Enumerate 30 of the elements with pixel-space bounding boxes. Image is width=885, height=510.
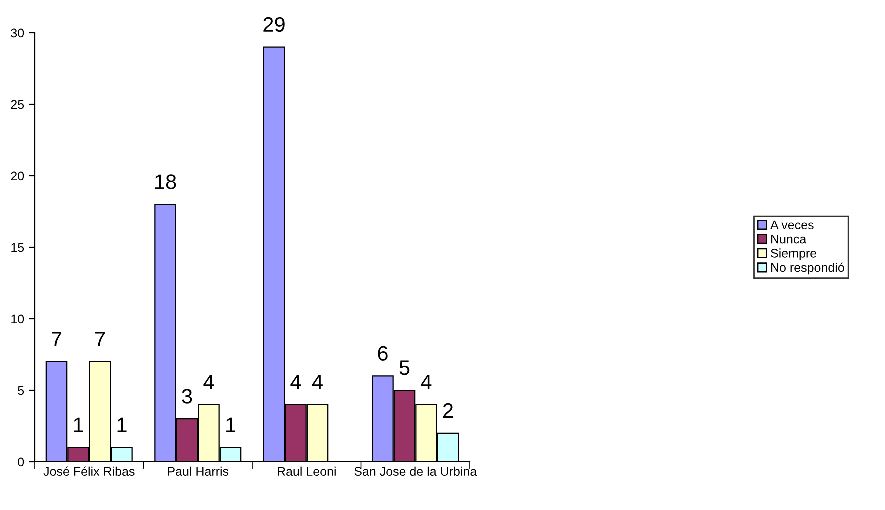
legend-label: No respondió [772,262,844,275]
x-tick-label: Paul Harris [168,466,229,476]
data-label: 7 [52,332,62,346]
y-tick-label: 25 [11,100,24,110]
data-label: 1 [226,418,236,432]
y-tick-label: 30 [11,28,24,38]
legend-label: Nunca [772,234,807,244]
data-label: 1 [118,418,127,432]
data-label: 6 [378,346,388,361]
data-label: 1 [74,418,84,432]
y-tick-label: 0 [18,458,24,467]
data-label: 4 [312,375,323,390]
legend-label: Siempre [771,248,816,260]
data-label: 4 [204,375,214,390]
y-tick-label: 15 [12,243,24,252]
data-label: 4 [421,375,432,390]
legend-label: A veces [770,220,814,230]
x-tick-label: Raul Leoni [278,466,336,476]
data-label: 3 [182,389,192,404]
data-label: 4 [290,375,302,390]
data-label: 18 [156,174,176,190]
data-label: 5 [400,360,410,376]
data-label: 29 [264,17,285,32]
x-tick-label: San Jose de la Urbina [354,466,478,476]
y-tick-label: 5 [18,386,24,396]
data-label: 7 [96,332,105,346]
y-tick-label: 20 [11,172,24,181]
x-tick-label: José Félix Ribas [44,466,135,476]
data-label: 2 [444,403,453,418]
y-tick-label: 10 [12,314,24,324]
